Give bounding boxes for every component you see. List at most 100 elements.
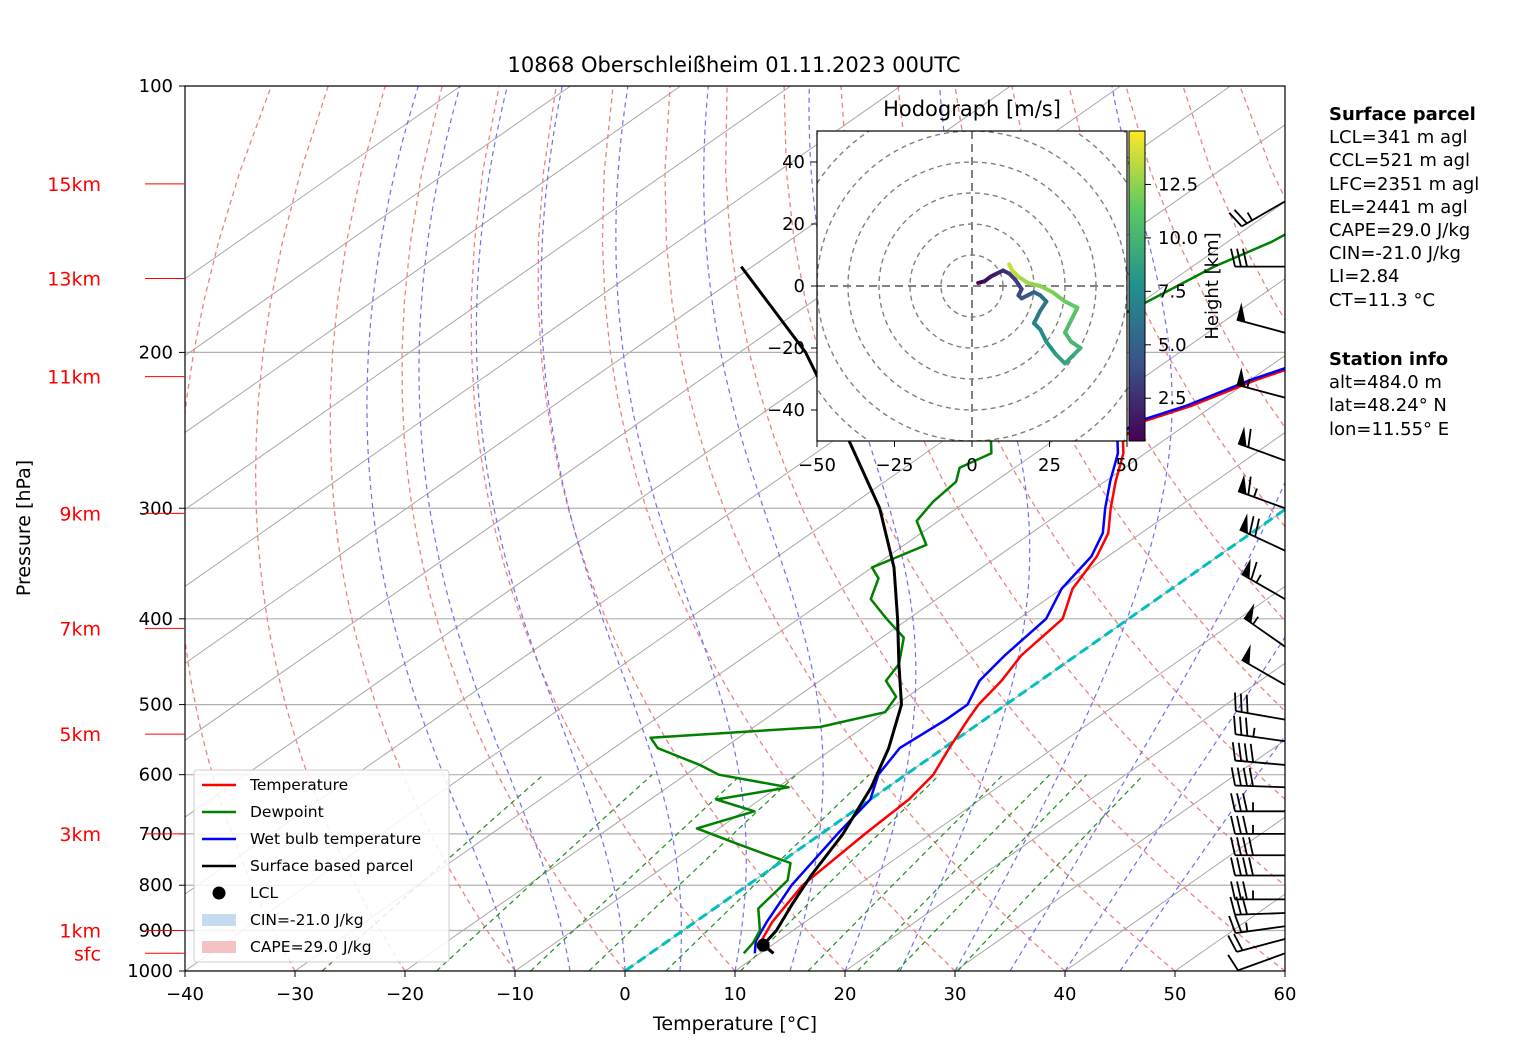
barb-feather: [1228, 212, 1243, 227]
colorbar: [1128, 130, 1146, 442]
x-tick-label: 10: [724, 984, 747, 1005]
hodograph-segment: [1069, 305, 1080, 323]
isotherm-line: [185, 86, 461, 280]
colorbar-label: Height [km]: [1202, 232, 1223, 339]
moist-adiabat: [615, 86, 747, 971]
moist-adiabat: [475, 86, 626, 971]
isotherm-line: [185, 86, 901, 587]
surface-based-parcel-curve: [740, 265, 903, 955]
moist-adiabat: [540, 86, 683, 971]
hodograph-segment: [1053, 352, 1067, 366]
isotherm-line: [185, 86, 681, 434]
barb-feather: [1247, 476, 1252, 496]
barb-feather: [1239, 716, 1243, 736]
barb-shaft: [1234, 784, 1286, 789]
barb-feather: [1230, 767, 1236, 786]
mixing-ratio-line: [896, 774, 1088, 971]
barb-feather: [1248, 515, 1255, 535]
barb-half-feather: [1246, 378, 1251, 388]
hodograph-segment: [1025, 280, 1043, 288]
moist-adiabat: [703, 86, 824, 971]
station-info-line: lat=48.24° N: [1329, 395, 1447, 417]
hodograph-segment: [1063, 352, 1077, 366]
barb-shaft: [1235, 925, 1286, 935]
legend: Temperature Dewpoint Wet bulb temperature S…: [193, 769, 450, 963]
height-tick-label: 13km: [47, 268, 101, 290]
isotherm-line: [844, 662, 1285, 971]
wind-barb: [1228, 914, 1286, 935]
dry-adiabat: [897, 86, 1285, 801]
hodograph-inset: Hodograph [m/s] −50 −25 0 25 50 40 20 0 −20 −40 1…: [767, 97, 1223, 476]
dry-adiabat: [601, 86, 956, 971]
height-tick-label: 15km: [47, 174, 101, 196]
y-tick-label: 100: [139, 76, 173, 97]
barb-feather: [1230, 815, 1236, 835]
barb-half-feather: [1246, 212, 1253, 221]
wind-barb: [1230, 837, 1285, 857]
mixing-ratio-line: [530, 774, 742, 971]
wind-barb: [1237, 426, 1286, 462]
wind-barb: [1227, 952, 1286, 972]
legend-label: CIN=-21.0 J/kg: [250, 911, 364, 929]
legend-label: Dewpoint: [250, 803, 324, 821]
dry-adiabat: [724, 86, 1176, 971]
barb-feather: [1234, 692, 1237, 712]
legend-label: Wet bulb temperature: [250, 830, 421, 848]
height-tick-label: 1km: [59, 921, 101, 943]
y-axis-label: Pressure [hPa]: [13, 460, 35, 596]
colorbar-tick-label: 5.0: [1158, 335, 1187, 356]
station-info-line: alt=484.0 m: [1329, 372, 1442, 394]
barb-feather: [1233, 715, 1237, 735]
barb-feather: [1233, 933, 1244, 951]
mixing-ratio-line: [436, 774, 653, 971]
barb-half-feather: [1252, 616, 1259, 625]
moist-adiabat: [418, 86, 571, 971]
surface-parcel-line: CIN=-21.0 J/kg: [1329, 243, 1461, 265]
y-tick-label: 200: [139, 342, 173, 363]
moist-adiabat: [366, 86, 516, 971]
surface-parcel-panel: Surface parcel LCL=341 m agl CCL=521 m a…: [1329, 103, 1479, 312]
barb-feather: [1242, 881, 1248, 900]
wind-barb: [1230, 793, 1285, 813]
x-tick-label: 60: [1274, 984, 1297, 1005]
barb-feather: [1230, 881, 1236, 900]
surface-parcel-line: CT=11.3 °C: [1329, 289, 1436, 311]
mixing-ratio-line: [740, 774, 941, 971]
barb-shaft: [1234, 912, 1286, 916]
hodograph-background: [817, 131, 1127, 441]
barb-feather: [1242, 248, 1248, 267]
x-tick-label: −30: [276, 984, 314, 1005]
height-tick-label: 3km: [59, 824, 101, 846]
barb-feather: [1245, 694, 1249, 714]
barb-feather: [1242, 767, 1248, 787]
barb-half-feather: [1252, 727, 1256, 737]
wet-bulb-temperature-curve: [753, 366, 1285, 954]
height-tick-label: 11km: [47, 367, 101, 389]
barb-feather: [1230, 837, 1236, 856]
moist-adiabat: [954, 86, 1173, 971]
barb-feather: [1239, 693, 1243, 713]
wind-barbs: [1227, 200, 1286, 972]
barb-shaft: [1241, 200, 1286, 228]
wind-barb: [1239, 513, 1286, 552]
barb-shaft: [1236, 318, 1286, 334]
barb-flag: [1241, 644, 1251, 665]
wind-barb: [1233, 715, 1286, 743]
mixing-ratio-line: [957, 774, 1145, 971]
legend-label: CAPE=29.0 J/kg: [250, 938, 372, 956]
mixing-ratio-line: [588, 774, 797, 971]
chart-title: 10868 Oberschleißheim 01.11.2023 00UTC: [508, 53, 961, 77]
isotherm-line: [294, 278, 1285, 971]
barb-feather: [1233, 209, 1248, 224]
legend-label: Surface based parcel: [250, 857, 413, 875]
barb-feather: [1242, 793, 1248, 812]
barb-flag: [1238, 426, 1247, 447]
barb-feather: [1242, 815, 1248, 835]
y-tick-label: 500: [139, 695, 173, 716]
legend-swatch-patch: [202, 941, 236, 953]
legend-label: Temperature: [249, 776, 348, 794]
barb-shaft: [1235, 759, 1286, 766]
barb-feather: [1247, 428, 1252, 448]
